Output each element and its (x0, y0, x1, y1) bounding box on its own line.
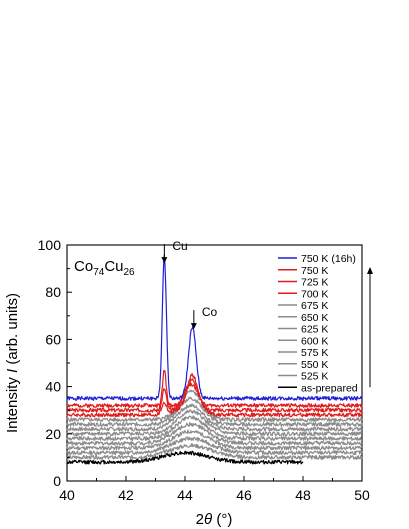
series-line (66, 429, 363, 451)
peak-annotations: Cu Co (161, 239, 218, 330)
annotation-label: Cu (172, 239, 187, 253)
series-layer (66, 254, 363, 465)
y-axis-title: Intensity I (arb. units) (4, 293, 21, 433)
legend-label: 750 K (301, 265, 328, 277)
series-line (66, 378, 363, 413)
series-line-unlabeled (66, 443, 363, 460)
legend-label: 625 K (301, 324, 328, 336)
legend-label: 700 K (301, 288, 328, 300)
legend-label: 600 K (301, 335, 328, 347)
y-tick-label: 0 (53, 473, 61, 489)
composition-label: Co74Cu26 (74, 258, 135, 278)
x-axis-title: 2θ (°) (196, 511, 233, 528)
legend-label: 575 K (301, 347, 328, 359)
legend-label: 650 K (301, 312, 328, 324)
legend-arrowhead (367, 267, 373, 274)
x-tick-label: 46 (236, 487, 252, 503)
x-tick-label: 50 (354, 487, 370, 503)
x-tick-label: 42 (118, 487, 134, 503)
series-line-unlabeled (66, 436, 363, 456)
annotation-arrowhead (161, 257, 168, 264)
series-line (66, 403, 363, 432)
annotation-label: Co (202, 305, 218, 319)
y-tick-label: 40 (45, 379, 61, 395)
series-line (66, 450, 304, 465)
legend-label: 725 K (301, 277, 328, 289)
y-tick-label: 20 (45, 426, 61, 442)
series-line (66, 409, 363, 437)
legend-label: as-prepared (301, 382, 358, 394)
series-line (66, 415, 363, 441)
legend-label: 750 K (16h) (301, 253, 356, 265)
ticks-layer: 40 42 44 46 48 50 0 20 40 60 80 100 (38, 237, 370, 503)
series-line (66, 254, 363, 401)
y-tick-label: 100 (38, 237, 62, 253)
legend-label: 525 K (301, 371, 328, 383)
legend-label: 675 K (301, 300, 328, 312)
series-line (66, 422, 363, 446)
series-line (66, 396, 363, 427)
series-line (66, 369, 363, 408)
x-tick-label: 44 (177, 487, 193, 503)
x-tick-label: 48 (295, 487, 311, 503)
x-tick-label: 40 (59, 487, 75, 503)
annotation-arrowhead (190, 323, 197, 330)
y-tick-label: 80 (45, 284, 61, 300)
y-tick-label: 60 (45, 331, 61, 347)
series-line (66, 382, 363, 418)
legend-label: 550 K (301, 359, 328, 371)
